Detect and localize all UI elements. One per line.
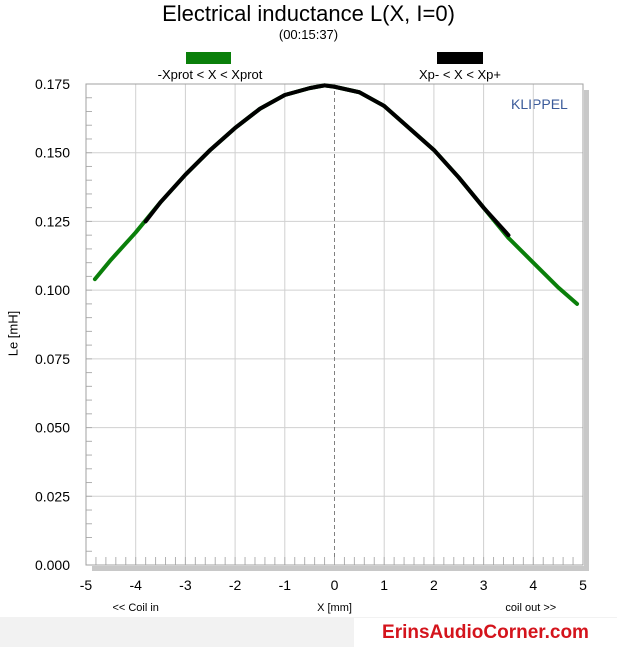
x-axis-label: X [mm] [317,602,352,614]
y-tick-label: 0.175 [35,76,70,92]
y-tick-label: 0.000 [35,557,70,573]
y-tick-label: 0.075 [35,351,70,367]
legend-swatch-xp [437,52,483,64]
x-tick-label: -5 [80,577,93,593]
x-tick-label: 3 [480,577,488,593]
x-tick-label: -2 [229,577,242,593]
legend-label-xprot: -Xprot < X < Xprot [157,67,263,82]
y-tick-label: 0.025 [35,488,70,504]
x-tick-label: 2 [430,577,438,593]
frame-shadow-right [584,90,589,571]
y-tick-label: 0.050 [35,420,70,436]
frame-shadow-bottom [92,566,589,571]
legend-label-xp: Xp- < X < Xp+ [418,67,502,82]
chart-title: Electrical inductance L(X, I=0) [162,1,455,26]
plot-frame [85,83,584,566]
x-tick-label: -3 [179,577,192,593]
series-line-1 [143,83,511,238]
legend-swatch-xprot [186,52,231,64]
y-tick-label: 0.150 [35,145,70,161]
x-tick-label: 4 [529,577,537,593]
y-tick-label: 0.125 [35,213,70,229]
chart-plot: -5 -4 -3 -2 -1 0 1 2 3 4 5 0.000 0.025 0.050 0.075 0.10… [35,76,589,614]
chart-subtitle: (00:15:37) [278,27,339,42]
x-tick-label: 1 [380,577,388,593]
x-note-coil-out: coil out >> [505,602,556,614]
x-tick-label: -1 [279,577,292,593]
x-tick-label: 0 [331,577,339,593]
x-tick-label: -4 [129,577,142,593]
y-tick-label: 0.100 [35,282,70,298]
brand-label: KLIPPEL [511,96,568,112]
x-tick-label: 5 [579,577,587,593]
watermark: ErinsAudioCorner.com [354,618,617,647]
x-note-coil-in: << Coil in [112,602,158,614]
